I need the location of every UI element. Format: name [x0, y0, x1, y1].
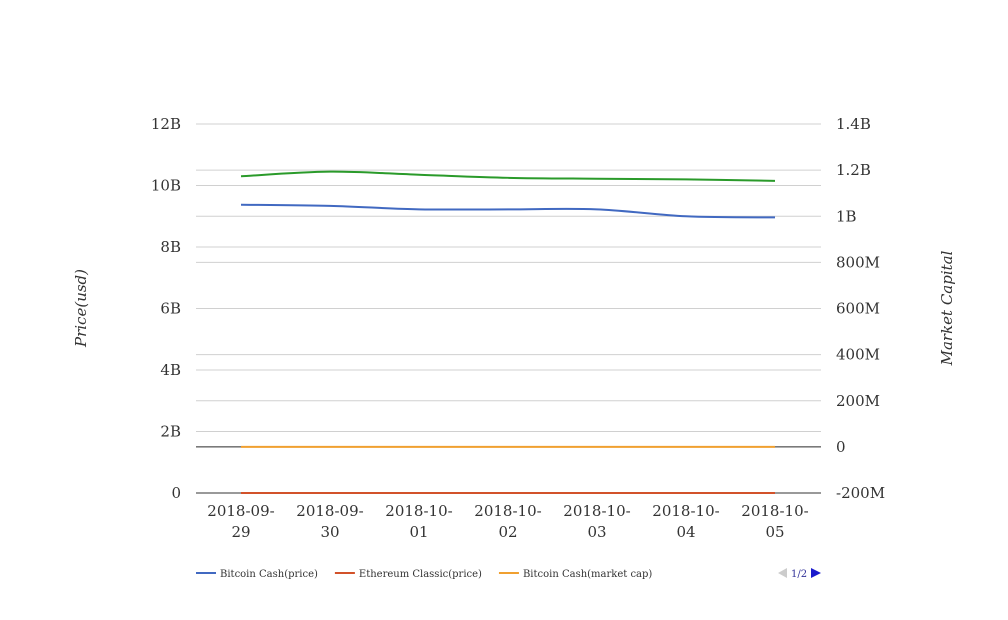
x-tick-label: 2018-09-30 [296, 502, 363, 541]
y-right-tick-label: 600M [836, 300, 880, 318]
x-tick-label: 2018-10-01 [385, 502, 452, 541]
y-right-tick-label: 0 [836, 438, 846, 456]
series-line-1 [240, 203, 776, 219]
y-left-tick-label: 4B [160, 361, 181, 379]
y-right-tick-label: 1.4B [836, 115, 871, 133]
pager-page-label: 1/2 [791, 569, 807, 580]
legend: Bitcoin Cash(price) Ethereum Classic(pric… [196, 569, 652, 580]
y-left-tick-label: 10B [151, 177, 181, 195]
y-axis-right-title: Market Capital [938, 250, 956, 366]
legend-label: Bitcoin Cash(price) [220, 569, 318, 580]
pager-prev-icon[interactable] [778, 568, 787, 578]
y-left-tick-label: 0 [171, 484, 181, 502]
legend-label: Ethereum Classic(price) [359, 569, 482, 580]
x-tick-label: 2018-09-29 [207, 502, 274, 541]
y-left-tick-label: 6B [160, 300, 181, 318]
y-right-tick-label: 400M [836, 346, 880, 364]
y-right-tick-label: 800M [836, 253, 880, 271]
legend-item[interactable]: Bitcoin Cash(market cap) [498, 569, 652, 580]
y-right-tick-label: 1.2B [836, 161, 871, 179]
y-right-tick-label: 1B [836, 207, 857, 225]
y-left-tick-label: 12B [151, 115, 181, 133]
y-left-tick-label: 2B [160, 423, 181, 441]
y-axis-left-title: Price(usd) [72, 269, 90, 348]
x-tick-label: 2018-10-05 [741, 502, 808, 541]
y-right-tick-label: 200M [836, 392, 880, 410]
x-tick-label: 2018-10-02 [474, 502, 541, 541]
legend-pager: 1/2 [778, 568, 821, 580]
legend-item[interactable]: Ethereum Classic(price) [334, 569, 482, 580]
y-right-tick-label: -200M [836, 484, 885, 502]
y-left-tick-label: 8B [160, 238, 181, 256]
legend-label: Bitcoin Cash(market cap) [523, 569, 652, 580]
x-tick-label: 2018-10-04 [652, 502, 719, 541]
pager-next-icon[interactable] [811, 568, 821, 578]
series-line-4 [240, 170, 776, 182]
series-lines [240, 170, 776, 495]
x-tick-label: 2018-10-03 [563, 502, 630, 541]
legend-item[interactable]: Bitcoin Cash(price) [196, 569, 318, 580]
